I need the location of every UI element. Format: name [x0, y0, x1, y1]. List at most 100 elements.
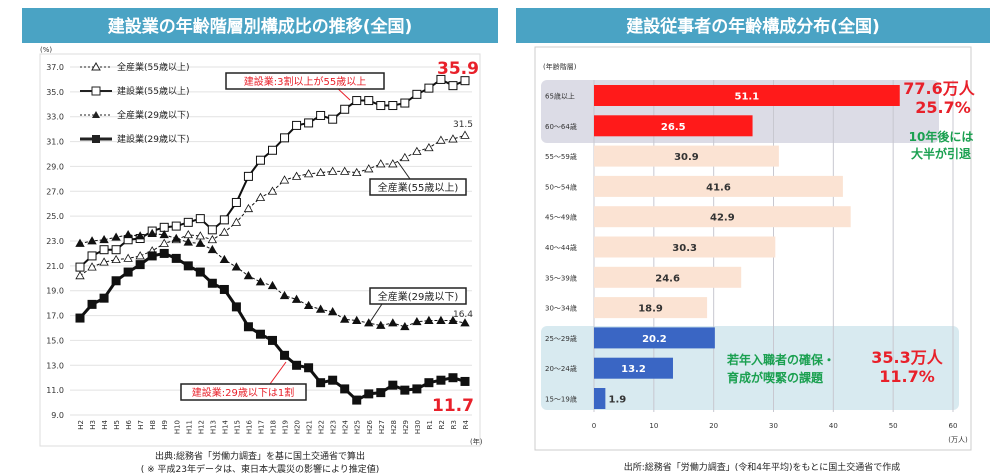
data-point [436, 135, 446, 144]
bar-value-label: 26.5 [661, 122, 686, 133]
callout-leader [397, 161, 411, 180]
x-tick-label: H11 [185, 420, 193, 434]
data-point [111, 245, 121, 255]
x-tick-label: H3 [89, 420, 97, 430]
y-tick-label: 37.0 [46, 63, 64, 72]
callout-c29: 建設業:29歳以下は1割 [192, 386, 294, 399]
data-point [268, 335, 277, 345]
right-source: 出所:総務省「労働力調査」(令和4年平均)をもとに国土交通省で作成 [624, 461, 901, 473]
x-tick-label: H20 [294, 420, 302, 434]
data-point [460, 376, 470, 386]
young-pct: 11.7% [879, 367, 935, 386]
data-point [255, 329, 265, 339]
legend-open-triangle-icon [91, 61, 101, 71]
bar [594, 85, 900, 106]
data-point [339, 314, 350, 323]
bar-value-label: 30.9 [674, 152, 699, 163]
x-tick-label: H14 [221, 419, 229, 434]
bar [594, 327, 715, 349]
data-point [87, 251, 97, 261]
left-y-unit: (%) [40, 46, 52, 54]
data-point [219, 254, 230, 264]
data-point [255, 192, 266, 201]
category-label: 60〜64歳 [545, 122, 577, 131]
x-tick-label: H7 [137, 420, 145, 430]
data-point [315, 167, 326, 177]
old-note-1: 10年後には [909, 129, 974, 144]
data-point [111, 254, 121, 264]
x-tick-label: H4 [101, 419, 109, 429]
data-point [412, 146, 422, 155]
data-point [183, 217, 193, 227]
bar-value-label: 13.2 [621, 364, 646, 375]
data-point [304, 363, 314, 373]
data-point [388, 159, 398, 168]
left-plot-frame [39, 53, 481, 447]
bar [594, 297, 708, 319]
data-point [328, 114, 338, 124]
c29-last-value: 11.7 [432, 396, 474, 416]
data-point [207, 278, 217, 288]
x-tick-label: R1 [426, 420, 434, 429]
data-point [340, 104, 350, 114]
x-tick-label: H9 [161, 420, 169, 430]
x-tick-label: H30 [414, 420, 422, 434]
data-point [376, 320, 386, 329]
x-tick-label: H28 [390, 420, 398, 434]
data-point [195, 267, 205, 277]
data-point [135, 251, 145, 260]
right-y-axis-title: (年齢階層) [543, 62, 577, 71]
data-point [376, 388, 386, 398]
y-tick-label: 35.0 [46, 88, 64, 97]
category-label: 40〜44歳 [545, 243, 577, 252]
data-point [171, 221, 181, 231]
data-point [448, 134, 458, 143]
data-point [231, 197, 241, 207]
x-tick-label: 50 [889, 422, 898, 430]
x-tick-label: 0 [592, 422, 596, 430]
data-point [388, 318, 398, 327]
data-point [87, 262, 97, 271]
x-tick-label: H10 [173, 420, 181, 434]
x-tick-label: H27 [378, 420, 386, 434]
x-tick-label: H6 [125, 419, 133, 429]
x-tick-label: 10 [649, 422, 658, 430]
data-point [147, 251, 157, 261]
data-point [436, 74, 446, 84]
x-tick-label: H18 [270, 420, 278, 434]
data-point [243, 270, 254, 280]
y-tick-label: 21.0 [46, 262, 64, 271]
left-chart-title: 建設業の年齢階層別構成比の推移(全国) [108, 16, 413, 37]
x-tick-label: H5 [113, 420, 121, 430]
data-point [400, 321, 410, 331]
data-point [352, 96, 362, 106]
data-point [339, 166, 350, 175]
legend-filled-square-icon [92, 135, 100, 143]
data-point [123, 229, 133, 239]
data-point [352, 395, 362, 405]
data-point [219, 215, 229, 225]
data-point [303, 300, 314, 310]
data-point [388, 101, 398, 111]
data-point [328, 375, 338, 385]
data-point [159, 248, 169, 258]
callout-leader [369, 303, 383, 323]
category-label: 65歳以上 [545, 92, 575, 101]
callout-box [369, 287, 467, 305]
bar-value-label: 30.3 [672, 243, 697, 254]
x-tick-label: 40 [829, 422, 838, 430]
x-tick-label: H29 [402, 420, 410, 434]
data-point [171, 253, 181, 263]
right-chart-title: 建設従事者の年齢構成分布(全国) [626, 16, 880, 37]
y-tick-label: 31.0 [46, 138, 64, 147]
y-tick-label: 33.0 [46, 113, 64, 122]
data-point [99, 293, 109, 303]
x-tick-label: H21 [306, 420, 314, 434]
data-point [87, 236, 97, 245]
data-point [255, 155, 265, 165]
data-point [291, 171, 302, 180]
data-point [231, 262, 242, 271]
data-point [376, 101, 386, 111]
data-point [303, 169, 314, 178]
left-legend: 全産業(55歳以上) 建設業(55歳以上) 全産業(29歳以下) 建設業(29歳… [80, 61, 189, 145]
